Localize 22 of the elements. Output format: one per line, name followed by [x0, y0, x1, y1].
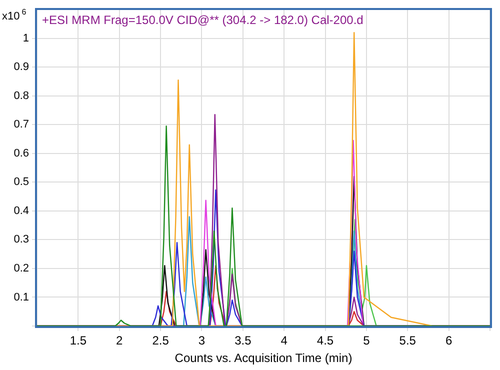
- x-tick-label: 1.5: [70, 334, 87, 348]
- x-tick-label: 3.5: [234, 334, 252, 348]
- chart-title: +ESI MRM Frag=150.0V CID@** (304.2 -> 182.0) Cal-200.d: [42, 12, 364, 27]
- x-tick-label: 2: [116, 334, 124, 348]
- y-tick-label: 0.9: [14, 61, 29, 74]
- x-tick-label: 3: [198, 334, 206, 348]
- x-tick-label: 2.5: [152, 334, 170, 348]
- y-tick-label: 0.8: [14, 90, 29, 102]
- y-tick-label: 1: [22, 32, 29, 44]
- y-tick-label: 0.7: [14, 118, 29, 131]
- y-tick-label: 0.4: [14, 204, 29, 217]
- x-tick-label: 4: [280, 334, 288, 348]
- y-tick-label: 0.3: [14, 234, 29, 246]
- x-tick-label: 5: [363, 334, 370, 348]
- y-tick-label: 0.5: [14, 176, 29, 188]
- y-tick-label: 0.2: [14, 262, 29, 275]
- x-axis-title: Counts vs. Acquisition Time (min): [174, 351, 352, 366]
- x-tick-label: 4.5: [316, 334, 334, 348]
- y-tick-label: 0.6: [14, 147, 29, 160]
- y-tick-label: 0.1: [14, 291, 29, 304]
- x-tick-label: 6: [445, 334, 452, 348]
- x-tick-label: 5.5: [399, 334, 416, 348]
